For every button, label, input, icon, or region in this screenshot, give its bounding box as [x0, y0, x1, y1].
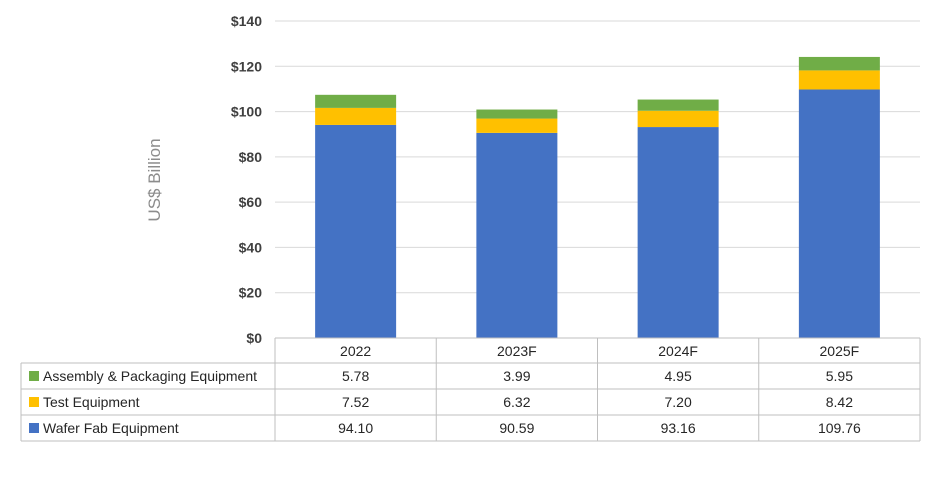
data-label: 3.99 [503, 368, 530, 384]
bar-segment-test-equipment-2025f [798, 70, 880, 90]
data-label: 109.76 [818, 420, 861, 436]
bar-segment-assembly-packaging-equipment-2022 [315, 94, 397, 108]
bar-segment-wafer-fab-equipment-2025f [798, 89, 880, 338]
bar-segment-test-equipment-2024f [637, 110, 719, 128]
data-label: 8.42 [826, 394, 853, 410]
data-label: 5.78 [342, 368, 369, 384]
x-tick-label: 2025F [820, 343, 860, 359]
legend-label: Assembly & Packaging Equipment [43, 368, 257, 384]
y-tick-label: $100 [231, 104, 262, 120]
data-label: 5.95 [826, 368, 853, 384]
y-tick-label: $20 [239, 285, 263, 301]
x-tick-label: 2022 [340, 343, 371, 359]
y-tick-label: $80 [239, 149, 263, 165]
legend-swatch [29, 397, 39, 407]
data-label: 4.95 [665, 368, 692, 384]
y-tick-label: $120 [231, 58, 262, 74]
bar-segment-test-equipment-2022 [315, 107, 397, 125]
bar-segment-assembly-packaging-equipment-2023f [476, 109, 558, 119]
legend-label: Wafer Fab Equipment [43, 420, 179, 436]
legend-swatch [29, 423, 39, 433]
bar-segment-assembly-packaging-equipment-2024f [637, 99, 719, 111]
y-axis-ticks: $0 $20 $40 $60 $80 $100 $120 $140 [231, 13, 262, 346]
y-tick-label: $60 [239, 194, 263, 210]
x-tick-label: 2023F [497, 343, 537, 359]
data-label: 90.59 [499, 420, 534, 436]
data-label: 7.20 [665, 394, 692, 410]
data-label: 7.52 [342, 394, 369, 410]
x-tick-label: 2024F [658, 343, 698, 359]
legend-label: Test Equipment [43, 394, 140, 410]
data-label: 93.16 [661, 420, 696, 436]
bar-segment-test-equipment-2023f [476, 118, 558, 133]
bar-segment-wafer-fab-equipment-2024f [637, 127, 719, 338]
bar-segment-wafer-fab-equipment-2023f [476, 132, 558, 338]
legend-swatch [29, 371, 39, 381]
y-tick-label: $0 [246, 330, 262, 346]
bar-segment-wafer-fab-equipment-2022 [315, 124, 397, 338]
y-tick-label: $140 [231, 13, 262, 29]
data-label: 94.10 [338, 420, 373, 436]
y-tick-label: $40 [239, 239, 263, 255]
bars [315, 56, 880, 338]
data-table: 2022 2023F 2024F 2025F Assembly & Packaging … [20, 337, 921, 442]
bar-segment-assembly-packaging-equipment-2025f [798, 56, 880, 71]
data-label: 6.32 [503, 394, 530, 410]
y-axis-label: US$ Billion [145, 138, 164, 221]
